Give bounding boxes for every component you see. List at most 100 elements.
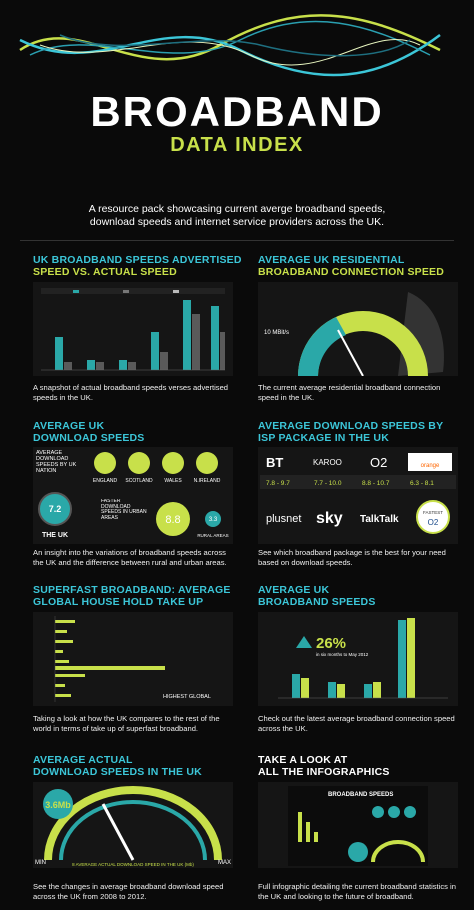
vbar-thumbnail: 26% in six months to May 2012 bbox=[258, 612, 458, 706]
hbar-thumbnail: HIGHEST GLOBAL bbox=[33, 612, 233, 706]
badge bbox=[43, 789, 73, 819]
heading-line: BROADBAND SPEEDS bbox=[258, 596, 376, 608]
rural-circle bbox=[205, 511, 221, 527]
panel-heading: AVERAGE UK DOWNLOAD SPEEDS bbox=[33, 420, 145, 444]
panel-description: A snapshot of actual broadband speeds ve… bbox=[33, 383, 229, 402]
dials bbox=[94, 452, 218, 474]
label: MIN bbox=[35, 860, 46, 866]
gauge-arc bbox=[59, 800, 207, 861]
arrow bbox=[296, 636, 312, 648]
logo: sky bbox=[316, 510, 343, 527]
panel-heading: AVERAGE UK BROADBAND SPEEDS bbox=[258, 584, 376, 608]
mini-dials bbox=[348, 806, 416, 862]
intro: A resource pack showcasing current averg… bbox=[88, 203, 386, 228]
urban-circle bbox=[156, 502, 190, 536]
panel-description: Taking a look at how the UK compares to … bbox=[33, 714, 220, 733]
gauge-arc bbox=[44, 786, 222, 861]
label: RURAL AREAS bbox=[197, 533, 228, 538]
bar-thumbnail bbox=[33, 282, 233, 376]
logo: plusnet bbox=[266, 513, 301, 525]
panel-description: An insight into the variations of broadb… bbox=[33, 548, 227, 567]
heading-line: AVERAGE UK bbox=[258, 584, 330, 596]
label: WALES bbox=[164, 478, 182, 484]
heading-line: SPEED VS. ACTUAL SPEED bbox=[33, 266, 177, 278]
panel-description: Check out the latest average broadband c… bbox=[258, 714, 455, 733]
logo: KAROO bbox=[313, 458, 342, 467]
speed-row bbox=[260, 475, 456, 489]
heading-line: GLOBAL HOUSE HOLD TAKE UP bbox=[33, 596, 204, 608]
panel-heading: SUPERFAST BROADBAND: AVERAGE GLOBAL HOUSE… bbox=[33, 584, 231, 608]
heading-line: AVERAGE UK bbox=[33, 420, 105, 432]
label: ENGLAND bbox=[93, 478, 118, 484]
gauge-label: 10 MBit/s bbox=[264, 330, 289, 336]
divider bbox=[20, 240, 454, 241]
value-label: 3.6Mb bbox=[45, 800, 71, 810]
label: SCOTLAND bbox=[125, 478, 153, 484]
label: AVERAGE DOWNLOAD SPEEDS BY UK NATION bbox=[36, 450, 77, 474]
label: 8 AVERAGE ACTUAL DOWNLOAD SPEED IN THE U… bbox=[72, 862, 194, 867]
infographic-thumbnail: BROADBAND SPEEDS bbox=[258, 782, 458, 868]
bars bbox=[55, 300, 219, 370]
panel-description: See which broadband package is the best … bbox=[258, 548, 446, 567]
gauge-needle bbox=[101, 803, 135, 861]
value-label: 3.3 bbox=[209, 517, 218, 523]
label: FASTEST bbox=[423, 510, 443, 515]
speed-label: 6.3 - 8.1 bbox=[410, 480, 434, 487]
mini-gauge bbox=[371, 840, 425, 863]
mini-bars bbox=[298, 812, 318, 842]
speedometer-thumbnail: 3.6Mb MIN MAX 8 AVERAGE ACTUAL DOWNLOAD … bbox=[33, 782, 233, 868]
heading-line: AVERAGE UK RESIDENTIAL bbox=[258, 254, 405, 266]
heading-line: DOWNLOAD SPEEDS bbox=[33, 432, 145, 444]
logo: BT bbox=[266, 455, 283, 470]
logo: orange bbox=[421, 463, 440, 469]
logo: TalkTalk bbox=[360, 514, 399, 525]
label: O2 bbox=[428, 518, 439, 527]
heading-line: AVERAGE DOWNLOAD SPEEDS BY bbox=[258, 420, 444, 432]
speeds-thumbnail: AVERAGE DOWNLOAD SPEEDS BY UK NATION 7.2… bbox=[33, 447, 233, 544]
label: FASTER DOWNLOAD SPEEDS IN URBAN AREAS bbox=[101, 499, 147, 521]
bars bbox=[292, 618, 415, 698]
wave bbox=[59, 34, 411, 57]
legend-swatch bbox=[73, 290, 79, 293]
speed-label: 8.8 - 10.7 bbox=[362, 480, 390, 487]
panel-description: The current average residential broadban… bbox=[258, 383, 441, 402]
speed-label: 7.8 - 9.7 bbox=[266, 480, 290, 487]
panel-heading: TAKE A LOOK AT ALL THE INFOGRAPHICS bbox=[258, 754, 390, 778]
gauge-needle bbox=[337, 329, 364, 376]
heading-line: DOWNLOAD SPEEDS IN THE UK bbox=[33, 766, 202, 778]
value-label: 7.2 bbox=[49, 504, 62, 514]
logo-box bbox=[408, 453, 452, 471]
panel-heading: UK BROADBAND SPEEDS ADVERTISED SPEED VS. … bbox=[33, 254, 242, 278]
label: MAX bbox=[218, 860, 231, 866]
legend-bar bbox=[41, 288, 225, 294]
label: HIGHEST GLOBAL bbox=[163, 694, 211, 700]
title: BROADBAND bbox=[90, 88, 384, 135]
speed-label: 7.7 - 10.0 bbox=[314, 480, 342, 487]
subtitle: DATA INDEX bbox=[170, 134, 304, 156]
gauge-fill bbox=[298, 317, 346, 376]
panel-heading: AVERAGE ACTUAL DOWNLOAD SPEEDS IN THE UK bbox=[33, 754, 202, 778]
panel-description: Full infographic detailing the current b… bbox=[258, 882, 456, 901]
heading-line: UK BROADBAND SPEEDS ADVERTISED bbox=[33, 254, 242, 266]
badge bbox=[416, 500, 450, 534]
wave bbox=[29, 20, 431, 56]
panel-heading: AVERAGE DOWNLOAD SPEEDS BY ISP PACKAGE IN… bbox=[258, 420, 443, 444]
isp-thumbnail: BT KAROO O2 orange 7.8 - 9.7 7.7 - 10.0 … bbox=[258, 447, 458, 544]
header-waves bbox=[19, 14, 441, 77]
panel-heading: AVERAGE UK RESIDENTIAL BROADBAND CONNECTI… bbox=[258, 254, 444, 278]
heading-line: ISP PACKAGE IN THE UK bbox=[258, 432, 389, 444]
heading-line: BROADBAND CONNECTION SPEED bbox=[258, 266, 445, 278]
value-label: 8.8 bbox=[165, 514, 180, 526]
gauge-thumbnail: 10 MBit/s bbox=[258, 282, 458, 376]
bars bbox=[55, 620, 165, 697]
logo: O2 bbox=[370, 455, 387, 470]
label: N.IRELAND bbox=[194, 478, 221, 484]
bars bbox=[64, 314, 225, 370]
wave bbox=[39, 39, 421, 66]
dial bbox=[38, 492, 72, 526]
legend-swatch bbox=[173, 290, 179, 293]
label: BROADBAND SPEEDS bbox=[328, 792, 393, 798]
heading-line: TAKE A LOOK AT bbox=[258, 754, 348, 766]
heading-line: SUPERFAST BROADBAND: AVERAGE bbox=[33, 584, 231, 596]
